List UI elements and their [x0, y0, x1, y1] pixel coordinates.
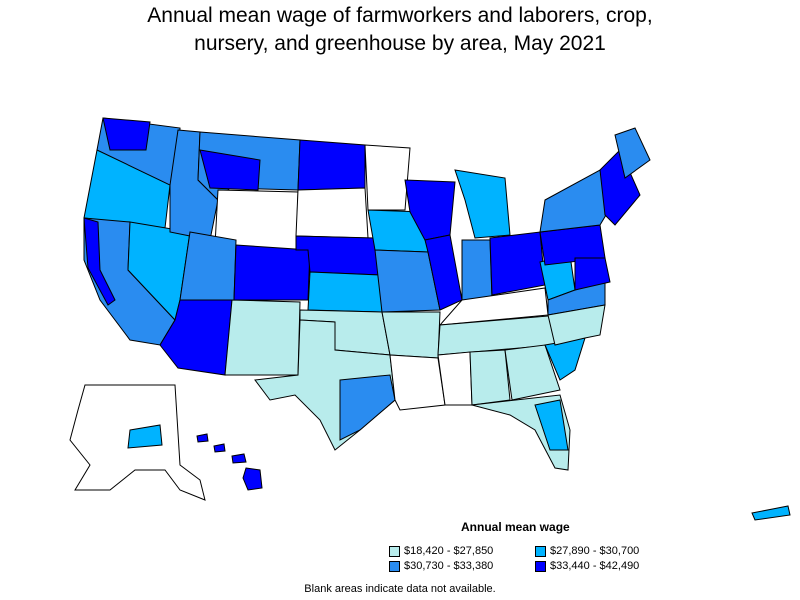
puerto-rico	[751, 505, 791, 521]
region-texas-gulf[interactable]	[339, 374, 396, 441]
map-title-line-1: Annual mean wage of farmworkers and labo…	[147, 4, 653, 27]
legend-item-1: $18,420 - $27,850	[389, 545, 493, 557]
region-hawaii-maui[interactable]	[231, 453, 247, 464]
region-florida-central[interactable]	[534, 399, 569, 451]
legend-item-4: $33,440 - $42,490	[535, 560, 639, 572]
region-alaska-south[interactable]	[127, 424, 163, 449]
region-hawaii-big-island[interactable]	[242, 467, 263, 491]
region-alabama[interactable]	[469, 349, 511, 406]
region-new-jersey-maryland[interactable]	[574, 257, 611, 291]
region-utah[interactable]	[179, 231, 237, 301]
blank-areas-note: Blank areas indicate data not available.	[304, 583, 496, 595]
region-new-mexico[interactable]	[224, 299, 301, 376]
map-title: Annual mean wage of farmworkers and labo…	[0, 2, 800, 58]
region-maine[interactable]	[614, 127, 651, 179]
region-south-dakota[interactable]	[295, 187, 369, 239]
region-georgia[interactable]	[504, 344, 561, 401]
alaska	[69, 384, 206, 501]
legend-swatch-4	[535, 560, 546, 572]
region-illinois[interactable]	[424, 234, 463, 311]
region-california-coast[interactable]	[83, 217, 116, 306]
region-north-dakota[interactable]	[297, 139, 366, 191]
hawaii	[196, 433, 263, 491]
region-kansas[interactable]	[307, 271, 383, 313]
legend-swatch-1	[389, 545, 400, 557]
legend-item-2: $27,890 - $30,700	[535, 545, 639, 557]
legend-label-2: $27,890 - $30,700	[550, 545, 640, 557]
region-minnesota[interactable]	[364, 144, 411, 211]
region-north-carolina[interactable]	[547, 304, 606, 346]
region-michigan[interactable]	[454, 169, 511, 239]
region-hawaii-oahu[interactable]	[213, 443, 226, 453]
legend-item-3: $30,730 - $33,380	[389, 560, 493, 572]
legend-label-3: $30,730 - $33,380	[404, 560, 494, 572]
region-virginia[interactable]	[547, 279, 606, 316]
region-montana-east[interactable]	[199, 149, 261, 191]
region-indiana[interactable]	[461, 239, 493, 301]
region-arkansas[interactable]	[381, 311, 441, 359]
legend-swatch-3	[389, 560, 400, 572]
region-puerto-rico[interactable]	[751, 505, 791, 521]
region-new-england[interactable]	[599, 149, 641, 226]
legend-title: Annual mean wage	[461, 520, 570, 534]
region-colorado[interactable]	[233, 244, 311, 301]
legend-label-4: $33,440 - $42,490	[550, 560, 640, 572]
contiguous-us	[83, 117, 651, 471]
region-ohio[interactable]	[489, 231, 546, 296]
region-louisiana[interactable]	[389, 354, 446, 411]
legend-swatch-2	[535, 545, 546, 557]
map-title-line-2: nursery, and greenhouse by area, May 202…	[194, 32, 606, 55]
region-washington-west[interactable]	[102, 117, 151, 151]
region-hawaii-kauai[interactable]	[196, 433, 209, 443]
legend-label-1: $18,420 - $27,850	[404, 545, 494, 557]
